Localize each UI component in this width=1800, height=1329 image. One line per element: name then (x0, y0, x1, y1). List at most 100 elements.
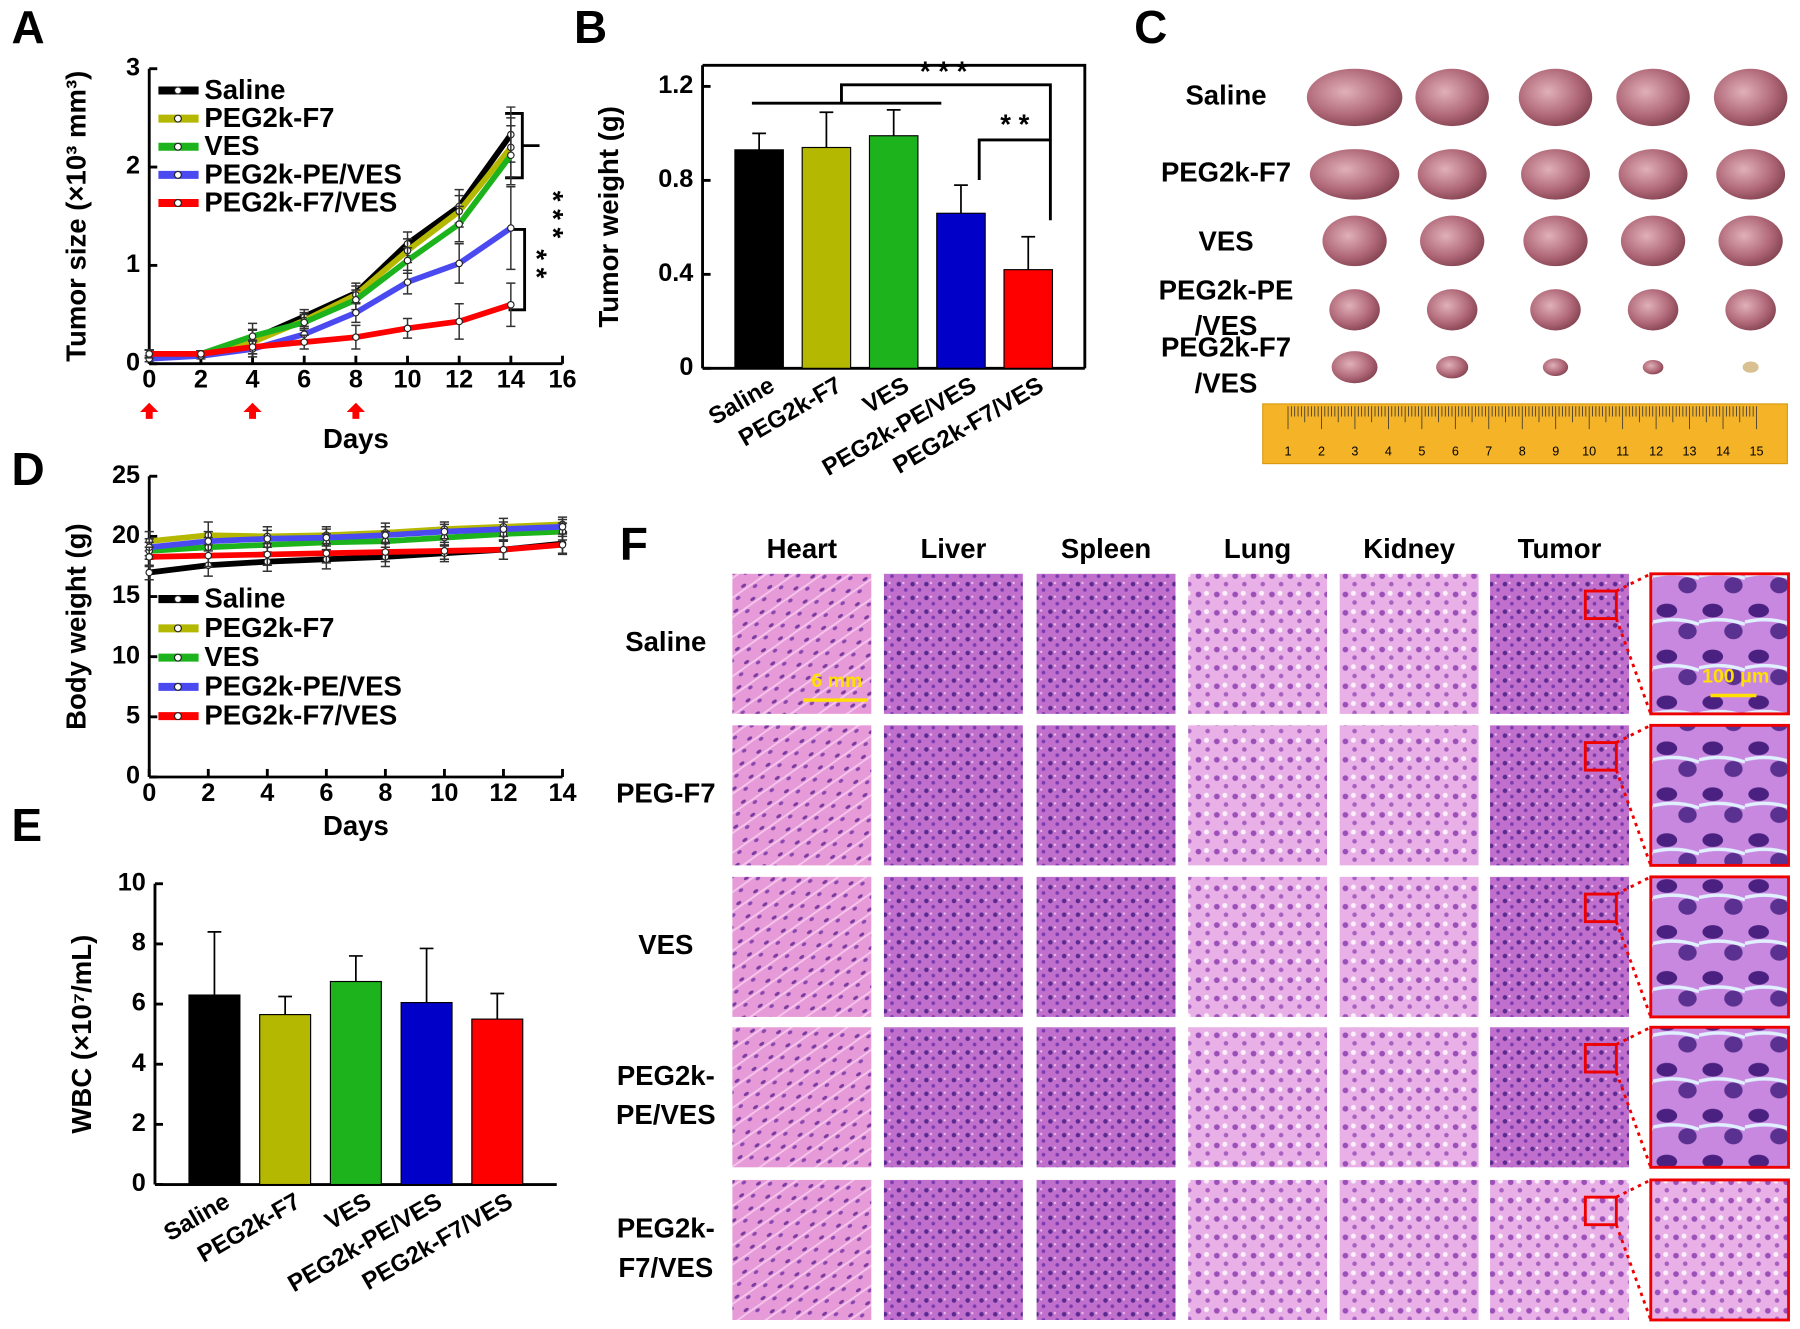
bar (400, 1001, 453, 1186)
treatment-arrow (346, 402, 366, 419)
point-marker (507, 151, 515, 160)
y-tick-label: 10 (112, 641, 140, 669)
x-tick-label: 6 (319, 779, 333, 807)
ruler-label: 9 (1552, 444, 1559, 458)
point-marker (300, 338, 308, 346)
tissue-image (1188, 1179, 1328, 1320)
legend-label: PEG2k-F7/VES (204, 186, 397, 217)
column-label: Heart (767, 533, 837, 564)
series (144, 282, 516, 359)
y-tick-label: 0 (132, 1169, 146, 1197)
zoom-connector (1614, 1178, 1653, 1321)
ruler-label: 6 (1452, 444, 1459, 458)
zoom-inset (1649, 1025, 1790, 1169)
tissue-image (1188, 876, 1328, 1017)
legend-marker (173, 682, 182, 691)
bar (801, 146, 852, 369)
point-marker (204, 551, 213, 560)
tumor-photo (1426, 289, 1478, 331)
tumor-photo (1518, 68, 1593, 127)
y-tick-label: 6 (132, 989, 146, 1017)
point-marker (322, 549, 331, 558)
point-marker (440, 547, 449, 555)
zoom-box (1583, 1043, 1618, 1074)
tumor-photo (1616, 68, 1690, 127)
error-bar (752, 132, 767, 150)
tissue-image (1490, 573, 1629, 714)
point-marker (145, 568, 154, 577)
point-marker (403, 278, 412, 286)
row-label: PEG2k- (617, 1213, 715, 1244)
series-line (149, 541, 563, 560)
x-tick-label: 2 (201, 779, 215, 807)
scale-bar-label: 100 μm (1702, 665, 1769, 687)
x-tick-label: 14 (497, 366, 525, 394)
x-tick-label: 0 (142, 366, 156, 394)
legend-marker (173, 199, 182, 208)
zoom-connector (1614, 572, 1653, 715)
y-axis-title: Tumor weight (g) (593, 106, 624, 327)
y-tick-label: 0 (126, 348, 140, 376)
y-tick-label: 20 (112, 521, 140, 549)
bar (734, 149, 784, 369)
row-label: PEG2k- (617, 1060, 715, 1091)
x-tick-label: 6 (297, 366, 311, 394)
tumor-photo (1642, 359, 1664, 375)
x-tick-label: 10 (430, 779, 458, 807)
tissue-image (883, 573, 1023, 714)
zoom-inset (1649, 572, 1790, 716)
bar (188, 994, 241, 1186)
significance: * * (522, 249, 553, 278)
tissue-image (1188, 1027, 1328, 1168)
error-bar (954, 184, 968, 214)
tissue-image (1036, 1027, 1176, 1168)
ruler-label: 14 (1716, 444, 1730, 458)
tissue-image (1036, 1179, 1176, 1320)
legend-label: PEG2k-F7 (204, 612, 334, 643)
legend-label: PEG2k-PE/VES (204, 158, 402, 189)
point-marker (499, 525, 508, 533)
zoom-box (1583, 589, 1618, 621)
tumor-photo (1742, 361, 1759, 373)
x-tick-label: 8 (349, 366, 363, 394)
error-bar (819, 111, 834, 148)
column-label: Liver (920, 533, 986, 564)
ruler-label: 13 (1683, 444, 1697, 458)
tissue-image (883, 725, 1023, 866)
tumor-photo (1329, 289, 1380, 331)
legend-marker (173, 114, 182, 123)
tumor-photo (1523, 215, 1588, 267)
series-line (149, 301, 512, 357)
column-label: Lung (1224, 533, 1291, 564)
point-marker (558, 541, 567, 549)
y-tick-label: 0.4 (658, 259, 693, 287)
error-bar (278, 995, 293, 1015)
tumor-photo (1331, 351, 1378, 384)
error-bar (886, 109, 901, 136)
tumor-photo (1618, 149, 1688, 200)
y-axis-title: Tumor size (×10³ mm³) (60, 71, 91, 362)
tissue-image (732, 1179, 872, 1320)
bar (471, 1018, 524, 1186)
tumor-photo (1542, 358, 1569, 377)
tumor-photo (1306, 68, 1403, 127)
significance: * * (1000, 108, 1029, 139)
y-axis-title: WBC (×10⁷/mL) (66, 935, 97, 1134)
row-label: PEG2k-F7 (1161, 332, 1291, 363)
y-tick-label: 1 (126, 250, 140, 278)
y-tick-label: 0 (126, 762, 140, 790)
point-marker (322, 533, 331, 542)
row-label: PE/VES (616, 1099, 716, 1130)
tissue-image (1036, 876, 1176, 1017)
zoom-connector (1614, 1025, 1653, 1168)
tumor-photo (1309, 149, 1400, 200)
ruler-label: 15 (1749, 444, 1763, 458)
tumor-photo (1716, 149, 1786, 200)
x-tick-label: 12 (489, 779, 517, 807)
tissue-image (732, 725, 872, 866)
x-axis-title: Days (323, 810, 389, 841)
treatment-arrow (243, 402, 262, 419)
point-marker (145, 350, 154, 358)
tissue-image (883, 876, 1023, 1017)
